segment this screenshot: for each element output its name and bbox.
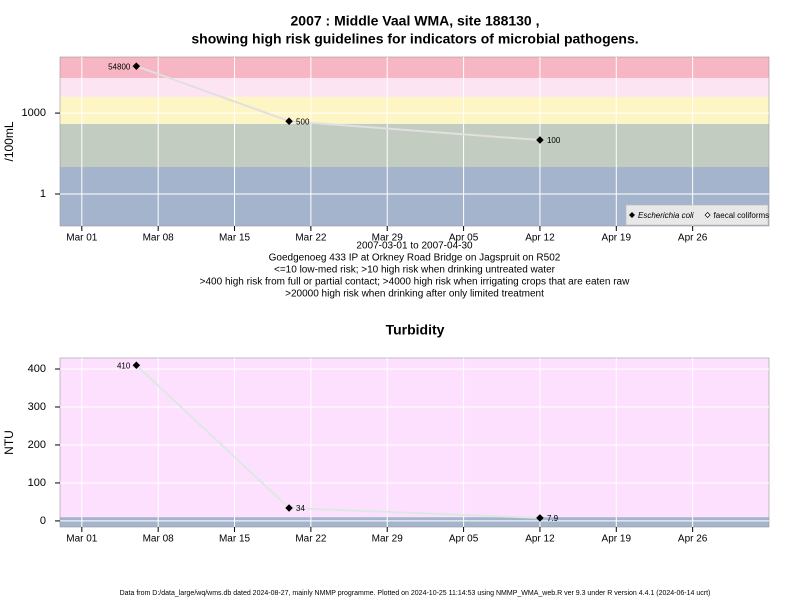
x-tick-label: Apr 05 — [449, 534, 479, 545]
risk-band — [60, 358, 769, 518]
x-tick-label: Mar 08 — [143, 534, 175, 545]
plot-frame — [59, 56, 770, 227]
x-tick-label: Mar 01 — [66, 534, 98, 545]
chart-subtitle: showing high risk guidelines for indicat… — [191, 31, 638, 47]
x-tick-label: Mar 22 — [295, 534, 327, 545]
data-label: 500 — [296, 117, 310, 126]
data-point — [285, 504, 293, 512]
note: Goedgenoeg 433 IP at Orkney Road Bridge … — [269, 253, 561, 264]
note: 2007-03-01 to 2007-04-30 — [356, 241, 473, 252]
legend-marker — [629, 212, 635, 218]
legend-label: Escherichia coli — [638, 211, 694, 220]
data-point — [536, 514, 544, 522]
y-axis-label: NTU — [2, 430, 16, 455]
note: >400 high risk from full or partial cont… — [200, 277, 630, 288]
y-axis-label: /100mL — [2, 121, 16, 161]
risk-band — [60, 517, 769, 527]
y-tick-label: 100 — [28, 477, 46, 489]
y-tick-label: 400 — [28, 363, 46, 375]
legend-marker — [704, 212, 711, 218]
x-tick-label: Mar 15 — [219, 233, 251, 244]
y-tick-label: 1 — [40, 188, 46, 200]
data-label: 34 — [296, 504, 305, 513]
risk-band — [60, 77, 769, 97]
x-tick-label: Mar 15 — [219, 534, 251, 545]
x-tick-label: Apr 19 — [602, 534, 632, 545]
x-tick-label: Apr 26 — [678, 233, 708, 244]
y-tick-label: 0 — [40, 515, 46, 527]
x-tick-label: Mar 22 — [295, 233, 327, 244]
data-label: 7.9 — [547, 514, 559, 523]
x-tick-label: Apr 05 — [449, 233, 479, 244]
data-label: 410 — [117, 361, 131, 370]
data-label: 100 — [547, 136, 561, 145]
footer: Data from D:/data_large/wq/wms.db dated … — [120, 590, 711, 597]
x-tick-label: Apr 12 — [525, 534, 555, 545]
x-tick-label: Mar 08 — [143, 233, 175, 244]
y-tick-label: 200 — [28, 439, 46, 451]
x-tick-label: Apr 12 — [525, 233, 555, 244]
note: <=10 low-med risk; >10 high risk when dr… — [274, 265, 556, 276]
data-point — [132, 361, 141, 369]
x-tick-label: Apr 19 — [602, 233, 632, 244]
chart-title: 2007 : Middle Vaal WMA, site 188130 , — [291, 13, 540, 29]
y-tick-label: 300 — [28, 401, 46, 413]
legend-label: faecal coliforms — [714, 211, 770, 220]
risk-band — [60, 96, 769, 124]
legend-box — [625, 204, 769, 226]
x-tick-label: Mar 29 — [372, 233, 404, 244]
risk-band — [60, 57, 769, 78]
data-point — [536, 136, 544, 144]
data-point — [132, 62, 141, 70]
note: >20000 high risk when drinking after onl… — [285, 289, 544, 300]
x-tick-label: Mar 29 — [372, 534, 404, 545]
chart-title: Turbidity — [386, 322, 445, 338]
data-label: 54800 — [108, 62, 131, 71]
data-point — [285, 117, 293, 125]
x-tick-label: Apr 26 — [678, 534, 708, 545]
plot-frame — [59, 357, 770, 528]
x-tick-label: Mar 01 — [66, 233, 98, 244]
y-tick-label: 1000 — [22, 107, 46, 119]
